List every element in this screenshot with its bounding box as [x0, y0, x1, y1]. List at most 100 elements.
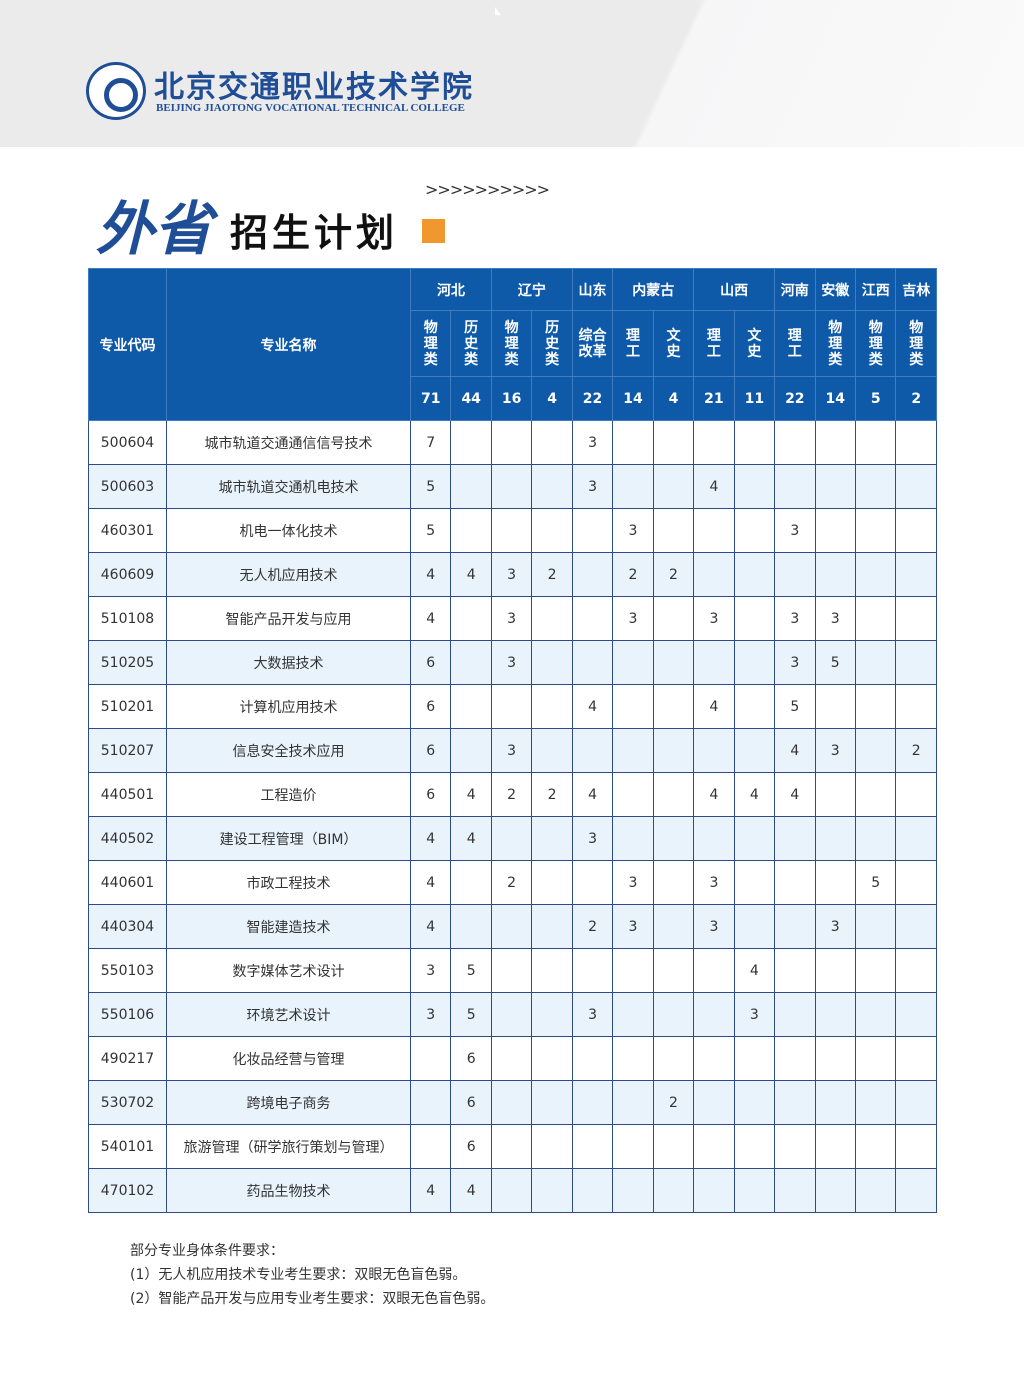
header-province: 吉林	[895, 268, 937, 311]
quota-cell	[652, 596, 695, 641]
quota-cell: 4	[450, 1168, 492, 1213]
quota-cell: 3	[490, 596, 533, 641]
quota-cell	[490, 508, 533, 553]
quota-cell	[612, 948, 654, 993]
major-name: 建设工程管理（BIM）	[166, 816, 411, 861]
quota-cell	[612, 816, 654, 861]
quota-cell	[895, 596, 937, 641]
enrollment-table: 专业代码 专业名称 河北 辽宁 山东 内蒙古 山西 河南 安徽 江西 吉林 物理类 历史类 物理类 历史类 综…	[88, 268, 937, 1213]
note-line: (1）无人机应用技术专业考生要求：双眼无色盲色弱。	[130, 1267, 467, 1283]
quota-cell	[733, 596, 776, 641]
quota-cell	[450, 464, 492, 509]
quota-cell: 7	[409, 420, 452, 465]
header-subject: 物理类	[909, 319, 924, 368]
quota-cell	[652, 640, 695, 685]
table-row: 510205 大数据技术 6 3 3 5	[88, 640, 937, 685]
quota-cell	[450, 904, 492, 949]
header-total: 22	[774, 376, 816, 421]
quota-cell	[612, 992, 654, 1037]
page-title-main: 外省	[96, 195, 213, 263]
quota-cell: 4	[450, 552, 492, 597]
quota-cell	[693, 420, 735, 465]
quota-cell	[854, 948, 897, 993]
quota-cell	[531, 1036, 573, 1081]
major-name: 机电一体化技术	[166, 508, 411, 553]
major-name: 智能产品开发与应用	[166, 596, 411, 641]
quota-cell	[895, 992, 937, 1037]
quota-cell	[693, 640, 735, 685]
quota-cell: 3	[814, 728, 856, 773]
quota-cell: 4	[409, 904, 452, 949]
quota-cell	[814, 552, 856, 597]
quota-cell	[450, 860, 492, 905]
table-row: 530702 跨境电子商务 6 2	[88, 1080, 937, 1125]
header-total: 22	[571, 376, 614, 421]
major-code: 500603	[88, 464, 167, 509]
quota-cell	[409, 1124, 452, 1169]
header-total: 14	[612, 376, 654, 421]
quota-cell	[895, 508, 937, 553]
quota-cell	[774, 1124, 816, 1169]
quota-cell	[652, 860, 695, 905]
quota-cell: 4	[693, 684, 735, 729]
quota-cell	[652, 904, 695, 949]
quota-cell: 5	[774, 684, 816, 729]
quota-cell: 4	[409, 816, 452, 861]
major-code: 510108	[88, 596, 167, 641]
quota-cell	[733, 640, 776, 685]
header-subject: 历史类	[545, 319, 560, 368]
quota-cell	[733, 1168, 776, 1213]
header-total: 14	[814, 376, 856, 421]
quota-cell: 3	[733, 992, 776, 1037]
quota-cell: 3	[774, 596, 816, 641]
header-total: 44	[450, 376, 492, 421]
major-code: 510207	[88, 728, 167, 773]
header-province: 河南	[774, 268, 816, 311]
quota-cell	[571, 640, 614, 685]
quota-cell	[693, 992, 735, 1037]
quota-cell: 3	[774, 640, 816, 685]
quota-cell	[612, 464, 654, 509]
quota-cell	[854, 816, 897, 861]
quota-cell: 3	[774, 508, 816, 553]
quota-cell	[895, 684, 937, 729]
quota-cell: 3	[490, 552, 533, 597]
quota-cell: 6	[409, 772, 452, 817]
quota-cell	[693, 948, 735, 993]
major-name: 旅游管理（研学旅行策划与管理）	[166, 1124, 411, 1169]
quota-cell: 2	[490, 772, 533, 817]
quota-cell	[733, 1036, 776, 1081]
quota-cell	[733, 552, 776, 597]
table-row: 550106 环境艺术设计 3 5 3 3	[88, 992, 937, 1037]
quota-cell	[895, 640, 937, 685]
quota-cell	[652, 684, 695, 729]
quota-cell	[774, 860, 816, 905]
quota-cell	[612, 1036, 654, 1081]
major-name: 智能建造技术	[166, 904, 411, 949]
quota-cell: 3	[409, 948, 452, 993]
quota-cell	[450, 420, 492, 465]
quota-cell	[774, 1080, 816, 1125]
quota-cell	[571, 948, 614, 993]
quota-cell	[571, 1124, 614, 1169]
table-row: 460301 机电一体化技术 5 3 3	[88, 508, 937, 553]
quota-cell	[774, 1168, 816, 1213]
table-row: 540101 旅游管理（研学旅行策划与管理） 6	[88, 1124, 937, 1169]
quota-cell	[531, 816, 573, 861]
quota-cell: 5	[450, 948, 492, 993]
notes: 部分专业身体条件要求： (1）无人机应用技术专业考生要求：双眼无色盲色弱。 (2…	[130, 1239, 494, 1311]
quota-cell	[612, 420, 654, 465]
major-name: 跨境电子商务	[166, 1080, 411, 1125]
major-name: 工程造价	[166, 772, 411, 817]
quota-cell: 3	[612, 860, 654, 905]
quota-cell	[490, 948, 533, 993]
quota-cell	[895, 464, 937, 509]
quota-cell	[450, 640, 492, 685]
quota-cell: 3	[571, 816, 614, 861]
quota-cell	[814, 1168, 856, 1213]
quota-cell	[450, 684, 492, 729]
quota-cell: 3	[693, 596, 735, 641]
quota-cell	[895, 420, 937, 465]
header-province: 安徽	[814, 268, 856, 311]
school-name-cn: 北京交通职业技术学院	[154, 70, 474, 105]
